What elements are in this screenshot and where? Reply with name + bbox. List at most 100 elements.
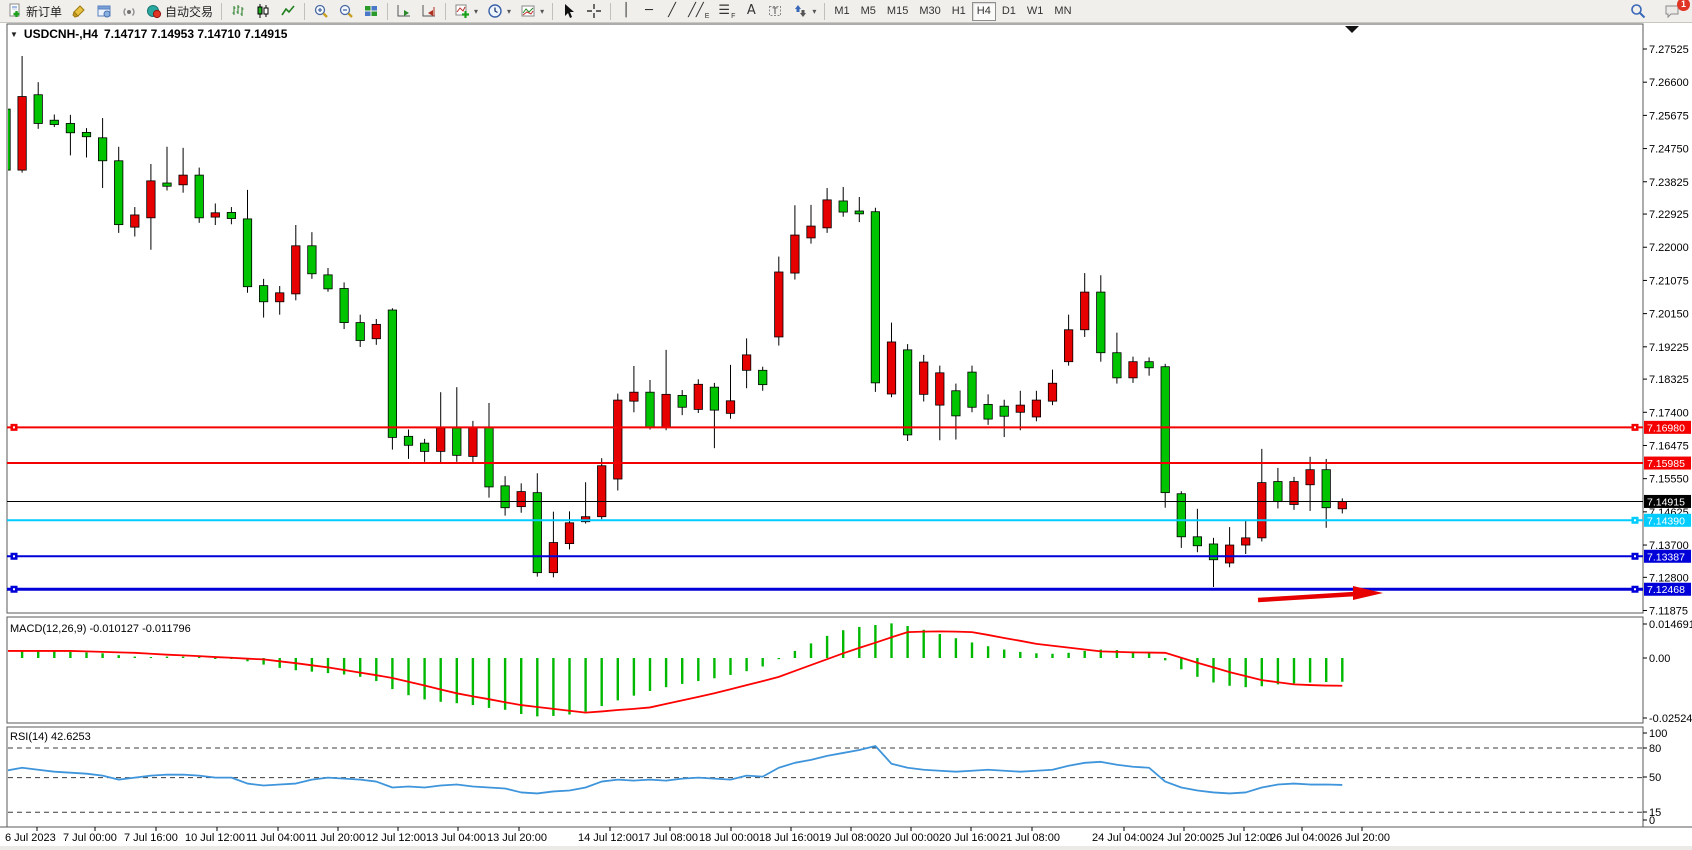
hline-7.13387[interactable] <box>7 552 1643 560</box>
hline-7.14390[interactable] <box>7 516 1643 524</box>
window-bottom-edge <box>0 846 1692 850</box>
tile-windows-button[interactable] <box>359 1 383 21</box>
hline-handle-center <box>1634 555 1636 558</box>
auto-trading-button[interactable]: 自动交易 <box>142 1 217 21</box>
horizontal-line-button[interactable]: ─ <box>638 1 660 21</box>
time-axis[interactable]: 6 Jul 2023 7 Jul 00:00 7 Jul 16:00 10 Jul 1… <box>0 826 1692 850</box>
candle-body <box>1321 469 1331 509</box>
templates-button[interactable]: ▾ <box>516 1 548 21</box>
candle-body <box>8 108 11 171</box>
timeframe-w1-button[interactable]: W1 <box>1022 2 1049 21</box>
candle-body <box>532 492 542 574</box>
candle-body <box>114 160 124 226</box>
candle-body <box>725 400 736 414</box>
chart-shift-icon <box>422 5 436 17</box>
trendline-button[interactable]: ╱ <box>661 1 683 21</box>
terminal-button[interactable] <box>92 1 116 21</box>
new-order-button[interactable]: 新订单 <box>3 1 66 21</box>
text-label-icon: T <box>769 6 782 16</box>
crosshair-button[interactable] <box>582 1 606 21</box>
candle-body <box>838 200 848 213</box>
text-button[interactable]: A <box>740 1 762 21</box>
timeframe-h1-button[interactable]: H1 <box>947 2 971 21</box>
macd-bar <box>1292 658 1296 684</box>
collapse-triangle-icon[interactable]: ▼ <box>10 29 18 39</box>
macd-histogram <box>20 623 1344 717</box>
zoom-in-button[interactable] <box>309 1 333 21</box>
cursor-button[interactable] <box>557 1 581 21</box>
dropdown-caret: ▾ <box>812 6 817 16</box>
search-button[interactable] <box>1626 1 1650 21</box>
candle-body <box>790 234 800 274</box>
price-tick-label: 7.17400 <box>1649 407 1689 419</box>
timeframe-d1-button[interactable]: D1 <box>997 2 1021 21</box>
hline-7.16980[interactable] <box>7 423 1643 431</box>
candle-body <box>419 442 430 452</box>
time-label: 26 Jul 04:00 <box>1270 832 1330 844</box>
timeframe-m15-button[interactable]: M15 <box>882 2 913 21</box>
time-label: 20 Jul 16:00 <box>939 832 999 844</box>
macd-bar <box>375 658 378 682</box>
rsi-axis-label: 100 <box>1649 728 1667 740</box>
candle-body <box>291 245 301 295</box>
rsi-pane-label: RSI(14) 42.6253 <box>10 731 91 743</box>
macd-bar <box>294 658 297 671</box>
price-tag-text: 7.12468 <box>1647 584 1685 596</box>
add-indicator-icon <box>455 4 470 18</box>
chart-shift-button[interactable] <box>417 1 441 21</box>
chart-canvas[interactable]: 7.27525 7.26600 7.25675 7.24750 7.23825 7.229… <box>0 23 1692 850</box>
styler-button[interactable] <box>67 1 91 21</box>
macd-bar <box>874 625 877 658</box>
price-tick-label: 7.23825 <box>1649 177 1689 189</box>
macd-bar <box>1212 658 1215 683</box>
macd-bar <box>20 650 24 658</box>
price-tick-label: 7.19225 <box>1649 342 1689 354</box>
price-tag-7.14915 <box>1644 494 1691 508</box>
timeframe-m1-button[interactable]: M1 <box>829 2 854 21</box>
price-axis[interactable]: 7.27525 7.26600 7.25675 7.24750 7.23825 7.229… <box>1643 44 1692 827</box>
periods-button[interactable]: ▾ <box>483 1 515 21</box>
candle-body <box>999 405 1009 417</box>
macd-bar <box>181 656 185 658</box>
hline-7.12468[interactable] <box>7 585 1643 593</box>
zoom-in-icon <box>314 4 328 18</box>
vertical-line-button[interactable]: │ <box>615 1 637 21</box>
macd-bar <box>149 657 153 659</box>
timeframe-h4-button[interactable]: H4 <box>971 1 996 21</box>
price-tick-label: 7.27525 <box>1649 44 1689 56</box>
zoom-out-button[interactable] <box>334 1 358 21</box>
candle-body <box>597 465 607 518</box>
candle-body <box>613 399 623 480</box>
auto-scroll-button[interactable] <box>392 1 416 21</box>
toolbar-separator <box>304 2 306 20</box>
macd-bar <box>391 658 394 690</box>
macd-bar <box>793 650 797 658</box>
price-tag-text: 7.14915 <box>1647 496 1685 508</box>
toolbar-separator <box>610 2 612 20</box>
macd-bar <box>1003 649 1006 658</box>
signal-icon <box>123 8 135 16</box>
notifications-button[interactable]: 1 <box>1660 0 1690 21</box>
price-tick-label: 7.22925 <box>1649 209 1689 221</box>
candle-body <box>1337 501 1347 510</box>
candlestick-chart-button[interactable] <box>251 1 275 21</box>
candle-body <box>307 245 317 275</box>
trend-arrow[interactable] <box>1257 586 1383 603</box>
timeframe-mn-button[interactable]: MN <box>1049 2 1076 21</box>
line-chart-button[interactable] <box>276 1 300 21</box>
arrows-button[interactable]: ▾ <box>788 1 820 21</box>
timeframe-m5-button[interactable]: M5 <box>856 2 881 21</box>
fibonacci-button[interactable]: ☰ F <box>714 1 739 21</box>
text-label-button[interactable]: T <box>763 1 787 21</box>
timeframe-m30-button[interactable]: M30 <box>914 2 945 21</box>
equidistant-channel-button[interactable]: ╱╱ E <box>684 1 713 21</box>
price-tick-label: 7.18325 <box>1649 374 1689 386</box>
candle-body <box>1031 399 1041 418</box>
add-indicator-button[interactable]: ▾ <box>450 1 482 21</box>
time-label: 21 Jul 08:00 <box>1000 832 1060 844</box>
macd-bar <box>487 658 491 708</box>
price-tag-text: 7.14390 <box>1647 515 1685 527</box>
signal-button[interactable] <box>117 1 141 21</box>
candle-body <box>742 354 752 371</box>
bar-chart-button[interactable] <box>226 1 250 21</box>
